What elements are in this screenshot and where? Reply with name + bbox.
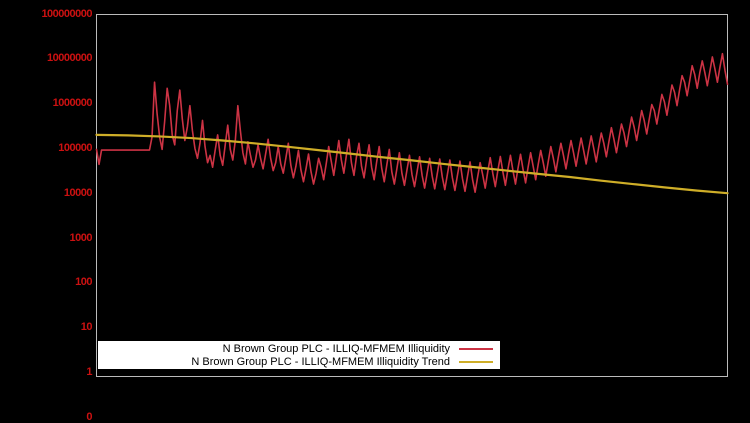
plot-frame — [96, 14, 728, 377]
y-axis-tick-label: 10 — [80, 321, 93, 334]
y-axis-tick-label: 1000 — [69, 231, 93, 244]
y-axis-tick-label: 1000000 — [52, 97, 93, 110]
chart-background — [0, 0, 750, 400]
chart-legend: N Brown Group PLC - ILLIQ-MFMEM Illiquid… — [98, 341, 500, 369]
y-axis-tick-label: 100 — [75, 276, 92, 289]
y-axis-tick-label: 1 — [86, 365, 92, 378]
series-layer — [95, 52, 729, 195]
line-swatch-icon — [459, 360, 493, 363]
y-axis-tick-label: 10000000 — [47, 52, 92, 65]
y-axis-tick-label: 100000 — [58, 141, 92, 154]
legend-item-label: N Brown Group PLC - ILLIQ-MFMEM Illiquid… — [222, 342, 450, 355]
chart-plot-svg — [0, 0, 750, 400]
legend-item[interactable]: N Brown Group PLC - ILLIQ-MFMEM Illiquid… — [99, 342, 499, 355]
y-axis-tick-label: 0 — [86, 410, 92, 423]
legend-item-label: N Brown Group PLC - ILLIQ-MFMEM Illiquid… — [191, 355, 450, 368]
legend-item[interactable]: N Brown Group PLC - ILLIQ-MFMEM Illiquid… — [99, 355, 499, 368]
line-swatch-icon — [459, 347, 493, 350]
y-axis-tick-labels: 100000000 10000000 1000000 100000 10000 1000 1… — [0, 0, 93, 422]
series-line-illiquidity — [95, 52, 729, 194]
series-line-illiquidity-trend — [95, 133, 729, 195]
y-axis-tick-label: 10000 — [63, 186, 93, 199]
y-axis-tick-label: 100000000 — [41, 7, 92, 20]
